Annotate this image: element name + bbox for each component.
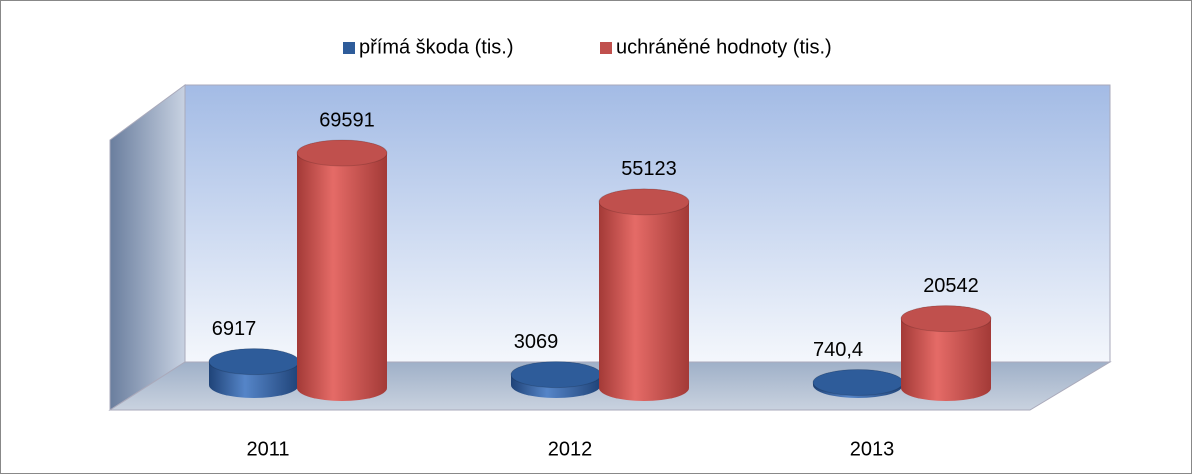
data-label: 69591	[319, 109, 375, 131]
legend: přímá škoda (tis.) uchráněné hodnoty (tis…	[343, 36, 832, 58]
cylinder-top	[208, 348, 300, 376]
data-label: 20542	[923, 275, 979, 297]
data-label: 6917	[212, 318, 257, 340]
cylinder-top	[900, 305, 992, 333]
x-tick-label: 2012	[548, 438, 593, 460]
cylinder	[599, 188, 689, 401]
legend-swatch	[343, 42, 355, 54]
cylinder-top	[510, 361, 602, 389]
data-label: 740,4	[813, 339, 863, 361]
cylinder-top	[812, 368, 904, 396]
legend-label: uchráněné hodnoty (tis.)	[616, 36, 832, 58]
cylinder	[297, 140, 387, 401]
data-label: 3069	[514, 331, 559, 353]
legend-label: přímá škoda (tis.)	[359, 36, 513, 58]
side-wall	[109, 84, 186, 411]
data-label: 55123	[621, 158, 677, 180]
x-tick-label: 2013	[850, 438, 895, 460]
legend-swatch	[600, 42, 612, 54]
cylinder-top	[296, 139, 388, 167]
cylinder-top	[598, 188, 690, 216]
x-tick-label: 2011	[246, 438, 289, 460]
